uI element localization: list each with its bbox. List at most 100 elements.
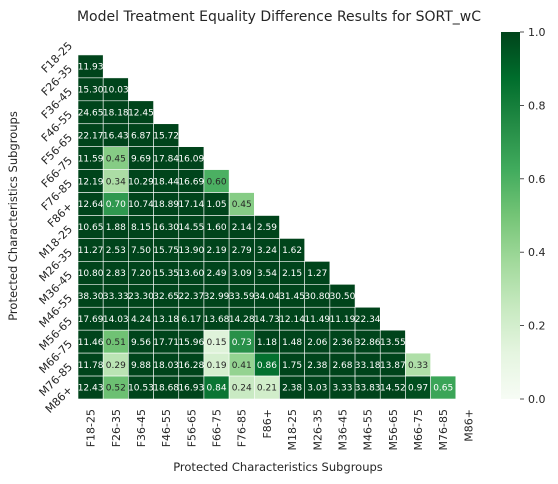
cell-value-label: 12.14 [279, 315, 305, 325]
cell-value-label: 1.62 [282, 246, 302, 256]
x-tick-label: M76-85 [437, 409, 450, 450]
x-tick-label: M66-75 [412, 409, 425, 450]
cell-value-label: 2.59 [257, 223, 277, 233]
cell-value-label: 2.68 [332, 361, 352, 371]
cell-value-label: 14.73 [254, 315, 280, 325]
cell-value-label: 11.46 [78, 338, 104, 348]
colorbar-tick-label: 1.0 [528, 26, 546, 39]
cell-value-label: 16.09 [178, 154, 204, 164]
cell-value-label: 32.86 [355, 338, 381, 348]
cell-value-label: 10.53 [128, 384, 154, 394]
cell-value-label: 18.89 [153, 200, 179, 210]
x-tick-label: F56-65 [185, 409, 198, 447]
cell-value-label: 4.24 [131, 315, 151, 325]
cell-value-label: 12.64 [78, 200, 104, 210]
cell-value-label: 10.03 [103, 86, 129, 96]
cell-value-label: 14.55 [178, 223, 204, 233]
cell-value-label: 9.69 [131, 154, 151, 164]
cell-value-label: 1.48 [282, 338, 302, 348]
cell-value-label: 11.78 [78, 361, 104, 371]
cell-value-label: 16.93 [178, 384, 204, 394]
x-tick-label: M36-45 [336, 409, 349, 450]
cell-value-label: 11.19 [330, 315, 356, 325]
y-tick-labels: F18-25F26-35F36-45F46-55F56-65F66-75F76-… [37, 39, 76, 415]
cell-value-label: 0.51 [106, 338, 126, 348]
cell-value-label: 33.59 [229, 292, 255, 302]
cell-value-label: 0.73 [232, 338, 252, 348]
cell-value-label: 1.05 [207, 200, 227, 210]
cell-value-label: 6.17 [181, 315, 201, 325]
cell-value-label: 30.80 [304, 292, 330, 302]
colorbar-tick-label: 0.8 [528, 99, 546, 112]
cell-value-label: 2.53 [106, 246, 126, 256]
cell-value-label: 2.79 [232, 246, 252, 256]
x-tick-label: M18-25 [286, 409, 299, 450]
cell-value-label: 1.27 [307, 269, 327, 279]
cell-value-label: 1.88 [106, 223, 126, 233]
cell-value-label: 12.19 [78, 177, 104, 187]
colorbar [501, 32, 520, 399]
cell-value-label: 13.18 [153, 315, 179, 325]
cell-value-label: 32.99 [204, 292, 230, 302]
cell-value-label: 15.96 [178, 338, 204, 348]
cell-value-label: 15.72 [153, 131, 179, 141]
cell-value-label: 16.30 [153, 223, 179, 233]
cell-value-label: 38.30 [78, 292, 104, 302]
cell-value-label: 7.20 [131, 269, 151, 279]
cell-value-label: 6.87 [131, 131, 151, 141]
x-axis-label: Protected Characteristics Subgroups [173, 460, 383, 474]
cell-value-label: 16.69 [178, 177, 204, 187]
x-tick-label: F18-25 [85, 409, 98, 447]
cell-value-label: 2.14 [232, 223, 252, 233]
cell-value-label: 0.52 [106, 384, 126, 394]
cell-value-label: 11.59 [78, 154, 104, 164]
cell-value-label: 33.33 [103, 292, 129, 302]
cell-value-label: 23.30 [128, 292, 154, 302]
cell-value-label: 16.43 [103, 131, 129, 141]
cell-value-label: 10.29 [128, 177, 154, 187]
cell-value-label: 16.28 [178, 361, 204, 371]
cell-value-label: 2.15 [282, 269, 302, 279]
cell-value-label: 13.55 [380, 338, 406, 348]
cell-value-label: 18.03 [153, 361, 179, 371]
colorbar-tick-label: 0.6 [528, 173, 546, 186]
x-tick-labels: F18-25 F26-35 F36-45 F46-55 F56-65 F66-75 F76-… [85, 409, 476, 450]
cell-value-label: 0.45 [232, 200, 252, 210]
y-axis-label: Protected Characteristics Subgroups [6, 111, 20, 321]
cell-value-label: 3.24 [257, 246, 277, 256]
x-tick-label: F36-45 [135, 409, 148, 447]
x-tick-label: F66-75 [211, 409, 224, 447]
cell-value-label: 34.04 [254, 292, 280, 302]
cell-value-label: 8.15 [131, 223, 151, 233]
cell-value-label: 24.65 [78, 108, 104, 118]
cell-value-label: 0.70 [106, 200, 126, 210]
cell-value-label: 12.45 [128, 108, 154, 118]
cell-value-label: 15.75 [153, 246, 179, 256]
cell-value-label: 15.35 [153, 269, 179, 279]
cell-value-label: 3.54 [257, 269, 277, 279]
x-tick-label: F26-35 [110, 409, 123, 447]
colorbar-tick-label: 0.2 [528, 320, 546, 333]
cell-value-label: 0.41 [232, 361, 252, 371]
cell-value-label: 22.37 [178, 292, 204, 302]
cell-value-label: 3.33 [332, 384, 352, 394]
cell-value-label: 22.34 [355, 315, 381, 325]
cell-value-label: 13.68 [204, 315, 230, 325]
colorbar-tick-label: 0.0 [528, 393, 546, 406]
cell-value-label: 2.36 [332, 338, 352, 348]
cell-value-label: 2.19 [207, 246, 227, 256]
x-tick-label: F46-55 [160, 409, 173, 447]
cell-value-label: 1.60 [207, 223, 227, 233]
cell-value-label: 12.43 [78, 384, 104, 394]
cell-value-label: 9.56 [131, 338, 151, 348]
cell-value-label: 17.69 [78, 315, 104, 325]
cell-value-label: 0.97 [408, 384, 428, 394]
cell-value-label: 14.28 [229, 315, 255, 325]
cell-value-label: 17.71 [153, 338, 179, 348]
cell-value-label: 7.50 [131, 246, 151, 256]
cell-value-label: 0.21 [257, 384, 277, 394]
cell-value-label: 0.24 [232, 384, 252, 394]
x-tick-label: F86+ [261, 409, 274, 439]
cell-value-label: 0.29 [106, 361, 126, 371]
